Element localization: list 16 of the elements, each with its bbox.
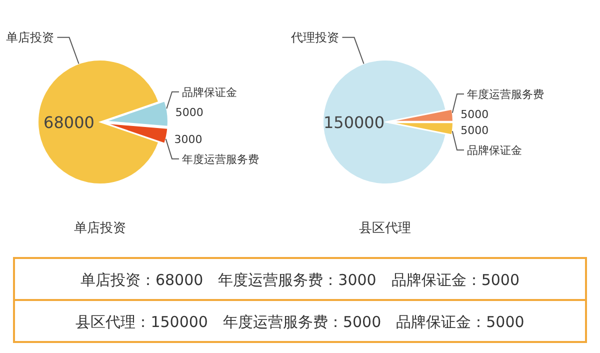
text: 单店投资：68000 年度运营服务费：3000 品牌保证金：5000 <box>80 271 520 289</box>
data-label: 5000 <box>175 106 204 119</box>
data-label: 3000 <box>174 132 202 146</box>
data-label: 68000 <box>44 113 94 132</box>
slice-label: 单店投资 <box>6 30 54 44</box>
text: 单店投资 <box>74 220 126 236</box>
text: 县区代理 <box>359 221 411 236</box>
slice-label: 代理投资 <box>290 30 340 44</box>
data-label: 5000 <box>460 124 489 138</box>
slice-label: 年度运营服务费 <box>467 88 544 101</box>
data-label: 5000 <box>460 108 489 121</box>
text: 县区代理：150000 年度运营服务费：5000 品牌保证金：5000 <box>76 313 524 331</box>
slice-label: 品牌保证金 <box>182 86 237 99</box>
data-label: 150000 <box>323 113 385 132</box>
slice-label: 年度运营服务费 <box>182 152 259 166</box>
slice-label: 品牌保证金 <box>467 144 522 158</box>
